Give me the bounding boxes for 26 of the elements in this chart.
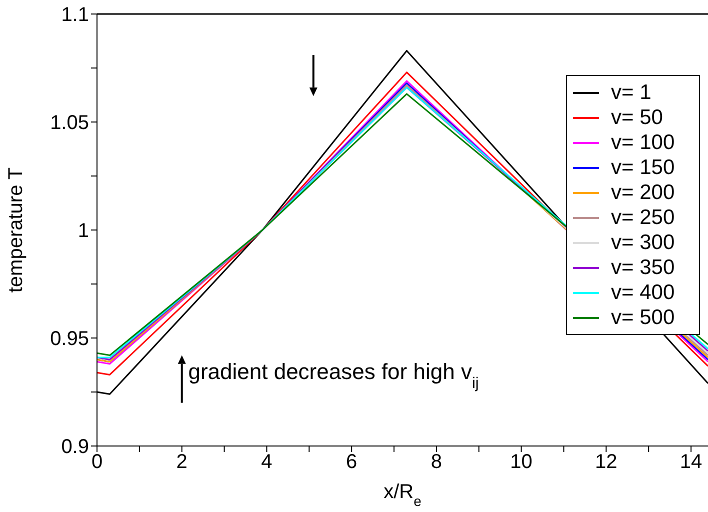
x-tick-label: 2 [176,451,188,474]
y-tick-label: 1.05 [50,112,89,134]
legend-label: v= 1 [611,80,652,104]
x-axis-title: x/R$_{e}$ [384,481,422,509]
x-tick-label: 8 [430,451,442,474]
legend-label: v= 300 [611,230,676,254]
y-tick-label: 1 [78,220,89,242]
legend-label: v= 350 [611,256,676,280]
legend-label: v= 100 [611,130,676,154]
annotation: gradient decreases for high v$_{ij}$ [188,359,479,392]
legend-label: v= 500 [611,306,676,330]
y-tick-label: 1.1 [61,4,89,26]
legend-label: v= 150 [611,156,676,180]
x-tick-label: 6 [346,451,358,474]
legend-label: v= 50 [611,106,664,130]
x-tick-label: 14 [680,451,702,474]
x-tick-label: 0 [91,451,103,474]
legend-label: v= 250 [611,206,676,230]
x-tick-label: 10 [510,451,532,474]
y-tick-label: 0.9 [61,436,89,458]
y-axis-title: temperature T [5,167,27,293]
legend-label: v= 200 [611,180,676,204]
x-tick-label: 12 [595,451,618,474]
y-tick-label: 0.95 [50,328,89,350]
x-tick-label: 4 [261,451,272,474]
legend-label: v= 400 [611,280,676,304]
